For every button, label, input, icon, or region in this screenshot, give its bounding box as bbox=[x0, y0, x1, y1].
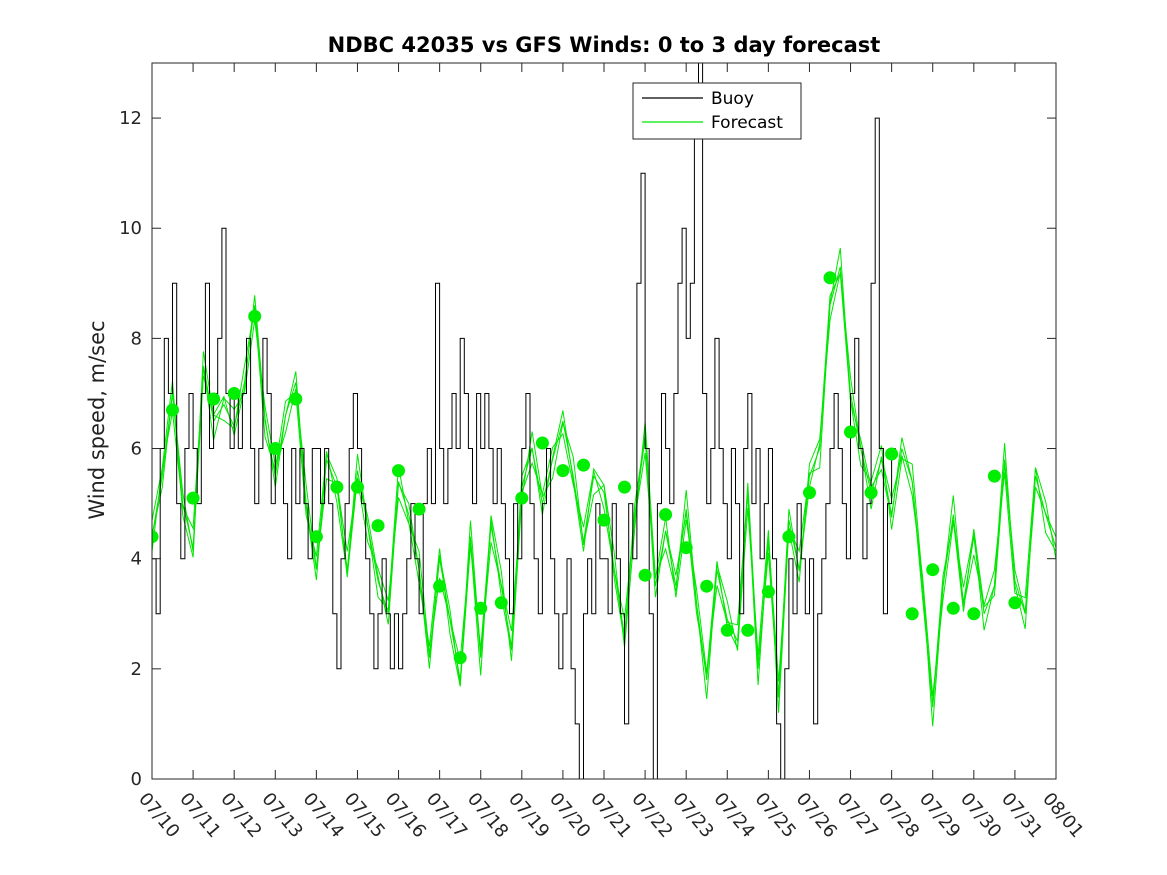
forecast-marker bbox=[700, 579, 714, 593]
forecast-marker bbox=[720, 623, 734, 637]
forecast-marker bbox=[474, 601, 488, 615]
y-axis-label: Wind speed, m/sec bbox=[85, 320, 109, 519]
forecast-marker bbox=[618, 480, 631, 494]
forecast-marker bbox=[433, 579, 447, 593]
forecast-marker bbox=[987, 469, 1001, 483]
forecast-marker bbox=[515, 491, 529, 505]
forecast-line bbox=[152, 272, 1056, 697]
legend-forecast-label: Forecast bbox=[711, 113, 783, 133]
forecast-marker bbox=[885, 447, 899, 461]
forecast-marker bbox=[926, 563, 940, 577]
forecast-marker bbox=[227, 387, 241, 400]
forecast-marker bbox=[535, 436, 549, 450]
forecast-marker bbox=[597, 513, 611, 527]
forecast-marker bbox=[823, 271, 837, 285]
forecast-marker bbox=[248, 309, 262, 323]
forecast-marker bbox=[556, 464, 570, 478]
plot-area bbox=[152, 63, 1056, 779]
forecast-marker bbox=[864, 486, 878, 500]
forecast-marker bbox=[392, 464, 405, 478]
forecast-marker bbox=[268, 442, 282, 455]
series-layer bbox=[152, 63, 1056, 779]
forecast-marker bbox=[309, 530, 323, 544]
marker-layer bbox=[152, 271, 1022, 665]
forecast-marker bbox=[844, 425, 857, 439]
y-tick-label: 6 bbox=[131, 439, 142, 460]
y-tick-label: 0 bbox=[131, 769, 142, 790]
forecast-marker bbox=[1008, 596, 1022, 610]
legend-buoy-label: Buoy bbox=[711, 89, 754, 109]
y-tick-label: 8 bbox=[131, 328, 142, 349]
forecast-marker bbox=[371, 519, 385, 533]
legend: Buoy Forecast bbox=[632, 82, 802, 140]
y-tick-label: 4 bbox=[131, 549, 142, 570]
forecast-marker bbox=[494, 596, 508, 610]
forecast-marker bbox=[741, 623, 755, 637]
chart-title: NDBC 42035 vs GFS Winds: 0 to 3 day fore… bbox=[328, 33, 881, 57]
forecast-marker bbox=[905, 607, 919, 621]
forecast-marker bbox=[659, 508, 673, 522]
y-tick-label: 12 bbox=[119, 108, 142, 129]
forecast-marker bbox=[351, 480, 364, 494]
forecast-marker bbox=[803, 486, 816, 500]
forecast-marker bbox=[761, 585, 775, 599]
forecast-marker bbox=[577, 458, 590, 472]
forecast-marker bbox=[967, 607, 981, 621]
forecast-marker bbox=[166, 403, 179, 417]
forecast-marker bbox=[638, 568, 652, 582]
y-axis-ticks: 0 2 4 6 8 10 12 bbox=[119, 108, 1056, 790]
forecast-marker bbox=[412, 502, 426, 516]
forecast-marker bbox=[946, 601, 960, 615]
forecast-marker bbox=[679, 541, 693, 555]
forecast-marker bbox=[330, 480, 344, 494]
forecast-marker bbox=[152, 530, 159, 544]
forecast-marker bbox=[782, 530, 796, 544]
forecast-marker bbox=[207, 392, 221, 406]
buoy-line bbox=[152, 63, 896, 779]
forecast-marker bbox=[453, 651, 467, 665]
y-tick-label: 10 bbox=[119, 218, 142, 239]
forecast-marker bbox=[289, 392, 303, 406]
forecast-marker bbox=[186, 491, 200, 505]
y-tick-label: 2 bbox=[131, 659, 142, 680]
legend-box bbox=[632, 82, 802, 140]
forecast-line bbox=[152, 271, 1056, 705]
